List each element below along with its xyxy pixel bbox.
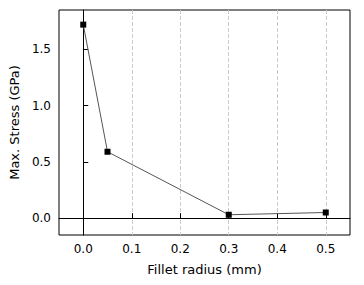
svg-text:0.3: 0.3 — [219, 242, 238, 256]
svg-text:0.1: 0.1 — [122, 242, 141, 256]
svg-text:0.0: 0.0 — [32, 211, 51, 225]
svg-text:0.4: 0.4 — [268, 242, 287, 256]
svg-text:0.2: 0.2 — [171, 242, 190, 256]
svg-text:0.0: 0.0 — [74, 242, 93, 256]
svg-text:1.0: 1.0 — [32, 99, 51, 113]
svg-text:Max. Stress (GPa): Max. Stress (GPa) — [7, 65, 22, 180]
svg-text:0.5: 0.5 — [32, 155, 51, 169]
svg-text:0.5: 0.5 — [316, 242, 335, 256]
svg-text:Fillet radius (mm): Fillet radius (mm) — [147, 262, 261, 277]
svg-text:1.5: 1.5 — [32, 42, 51, 56]
